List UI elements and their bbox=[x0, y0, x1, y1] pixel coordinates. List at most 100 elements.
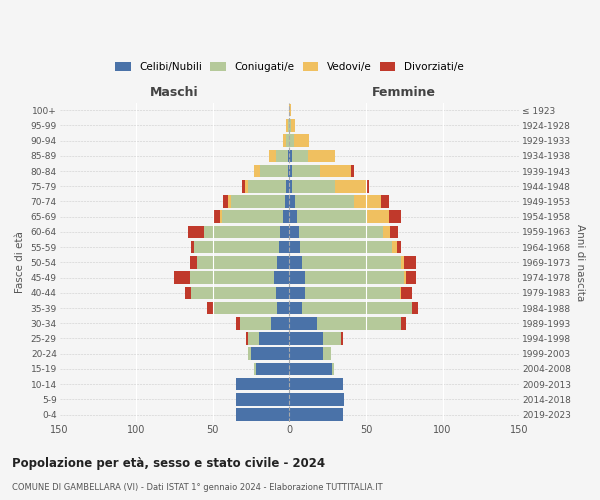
Bar bbox=[289, 378, 343, 390]
Bar bbox=[248, 180, 286, 192]
Bar bbox=[294, 134, 309, 147]
Bar bbox=[335, 180, 366, 192]
Bar bbox=[236, 317, 241, 330]
Bar bbox=[277, 302, 289, 314]
Bar bbox=[289, 180, 292, 192]
Bar bbox=[383, 226, 391, 238]
Bar bbox=[254, 362, 256, 375]
Bar bbox=[185, 286, 191, 299]
Bar bbox=[286, 119, 288, 132]
Bar bbox=[242, 180, 245, 192]
Bar bbox=[222, 210, 283, 223]
Bar bbox=[392, 241, 397, 254]
Bar bbox=[323, 332, 341, 344]
Bar bbox=[191, 241, 194, 254]
Bar bbox=[289, 362, 332, 375]
Bar bbox=[288, 119, 289, 132]
Bar bbox=[285, 195, 289, 207]
Bar bbox=[400, 286, 401, 299]
Text: Femmine: Femmine bbox=[372, 86, 436, 100]
Bar bbox=[295, 195, 353, 207]
Bar bbox=[275, 150, 288, 162]
Bar bbox=[254, 165, 260, 177]
Bar bbox=[289, 195, 295, 207]
Bar bbox=[289, 210, 297, 223]
Bar bbox=[292, 150, 308, 162]
Bar bbox=[248, 332, 259, 344]
Bar bbox=[223, 195, 228, 207]
Bar bbox=[236, 393, 289, 406]
Y-axis label: Fasce di età: Fasce di età bbox=[15, 232, 25, 294]
Bar bbox=[299, 226, 383, 238]
Bar bbox=[302, 256, 401, 268]
Bar bbox=[289, 165, 292, 177]
Bar bbox=[320, 165, 350, 177]
Bar bbox=[350, 165, 353, 177]
Bar bbox=[286, 134, 289, 147]
Bar bbox=[404, 256, 416, 268]
Bar bbox=[289, 119, 291, 132]
Bar bbox=[274, 272, 289, 284]
Bar bbox=[341, 332, 343, 344]
Bar bbox=[391, 226, 398, 238]
Bar bbox=[381, 195, 389, 207]
Bar bbox=[289, 393, 344, 406]
Bar bbox=[289, 134, 294, 147]
Bar bbox=[231, 195, 285, 207]
Bar bbox=[292, 180, 335, 192]
Bar bbox=[332, 362, 334, 375]
Bar bbox=[236, 408, 289, 421]
Text: Popolazione per età, sesso e stato civile - 2024: Popolazione per età, sesso e stato civil… bbox=[12, 458, 325, 470]
Bar bbox=[302, 302, 412, 314]
Bar bbox=[323, 348, 331, 360]
Bar bbox=[220, 210, 222, 223]
Bar bbox=[366, 180, 369, 192]
Bar bbox=[194, 241, 278, 254]
Bar bbox=[305, 286, 400, 299]
Text: COMUNE DI GAMBELLARA (VI) - Dati ISTAT 1° gennaio 2024 - Elaborazione TUTTITALIA: COMUNE DI GAMBELLARA (VI) - Dati ISTAT 1… bbox=[12, 482, 383, 492]
Bar bbox=[191, 286, 275, 299]
Text: Maschi: Maschi bbox=[150, 86, 199, 100]
Bar bbox=[404, 272, 406, 284]
Bar bbox=[289, 226, 299, 238]
Bar bbox=[213, 302, 277, 314]
Bar bbox=[241, 317, 271, 330]
Bar bbox=[308, 150, 335, 162]
Bar bbox=[288, 165, 289, 177]
Bar bbox=[289, 272, 305, 284]
Bar bbox=[269, 150, 275, 162]
Bar bbox=[401, 256, 404, 268]
Bar bbox=[412, 302, 418, 314]
Bar bbox=[289, 332, 323, 344]
Bar bbox=[247, 332, 248, 344]
Bar bbox=[289, 241, 300, 254]
Bar bbox=[256, 362, 289, 375]
Bar bbox=[397, 241, 401, 254]
Bar bbox=[286, 180, 289, 192]
Bar bbox=[275, 286, 289, 299]
Bar bbox=[190, 272, 274, 284]
Bar bbox=[289, 348, 323, 360]
Bar bbox=[289, 408, 343, 421]
Bar bbox=[260, 165, 288, 177]
Bar bbox=[305, 272, 404, 284]
Bar bbox=[401, 317, 406, 330]
Bar bbox=[289, 302, 302, 314]
Bar bbox=[289, 317, 317, 330]
Bar bbox=[259, 332, 289, 344]
Bar bbox=[203, 226, 280, 238]
Bar bbox=[406, 272, 416, 284]
Bar bbox=[280, 226, 289, 238]
Bar bbox=[245, 180, 248, 192]
Bar bbox=[213, 210, 220, 223]
Bar bbox=[278, 241, 289, 254]
Bar bbox=[389, 210, 401, 223]
Bar bbox=[288, 150, 289, 162]
Bar bbox=[289, 150, 292, 162]
Bar bbox=[271, 317, 289, 330]
Bar bbox=[190, 256, 197, 268]
Bar bbox=[291, 119, 295, 132]
Bar bbox=[228, 195, 231, 207]
Bar bbox=[289, 256, 302, 268]
Bar bbox=[175, 272, 190, 284]
